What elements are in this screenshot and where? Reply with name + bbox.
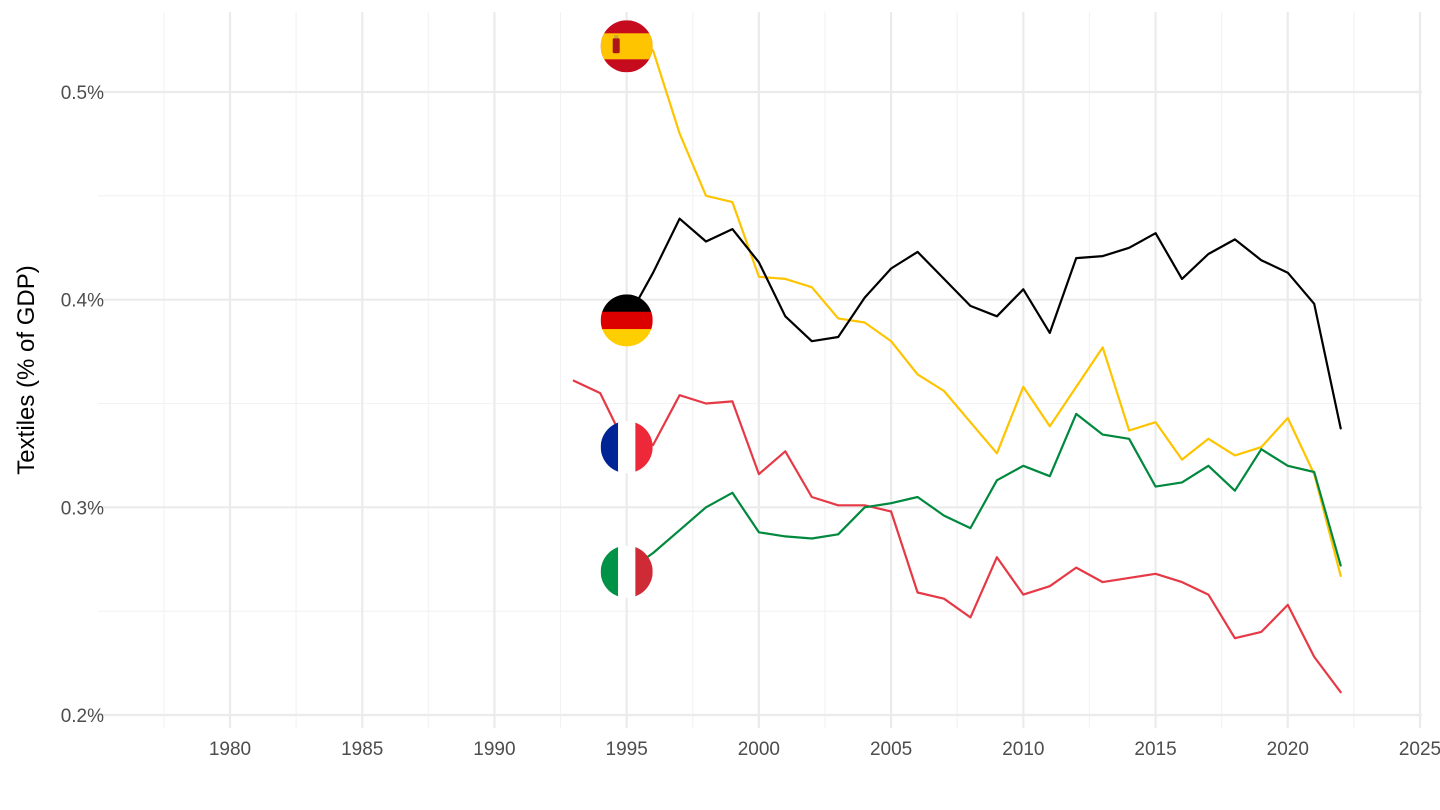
x-tick-label: 2005	[870, 739, 912, 760]
y-axis-tick-labels: 0.2% 0.3% 0.4% 0.5%	[61, 83, 104, 727]
france-line	[572, 379, 1342, 694]
x-tick-label: 2015	[1134, 739, 1176, 760]
y-axis-label: Textiles (% of GDP)	[13, 265, 40, 474]
y-tick-label: 0.3%	[61, 498, 104, 519]
spain-line	[625, 45, 1342, 578]
x-tick-label: 2020	[1267, 739, 1309, 760]
flag-markers	[600, 20, 653, 598]
x-axis-tick-labels: 1980 1985 1990 1995 2000 2005 2010 2015 2020 2025	[209, 739, 1440, 760]
germany-line	[625, 217, 1342, 430]
x-tick-label: 1995	[606, 739, 648, 760]
spain-flag-icon	[600, 20, 653, 73]
minor-gridlines	[98, 12, 1422, 728]
y-tick-label: 0.4%	[61, 291, 104, 312]
major-gridlines	[98, 12, 1422, 728]
x-tick-label: 2025	[1399, 739, 1440, 760]
x-tick-label: 1990	[473, 739, 515, 760]
x-tick-label: 1985	[341, 739, 383, 760]
germany-flag-icon	[600, 294, 653, 347]
italy-flag-icon	[600, 545, 653, 598]
x-tick-label: 1980	[209, 739, 251, 760]
x-tick-label: 2010	[1002, 739, 1044, 760]
france-flag-icon	[600, 421, 653, 474]
y-tick-label: 0.5%	[61, 83, 104, 104]
x-tick-label: 2000	[738, 739, 780, 760]
italy-line	[625, 412, 1342, 573]
y-tick-label: 0.2%	[61, 706, 104, 727]
series-lines	[572, 45, 1342, 694]
